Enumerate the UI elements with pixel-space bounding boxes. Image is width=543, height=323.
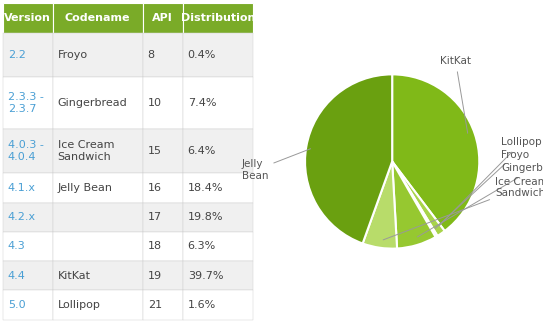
Bar — [143, 290, 183, 320]
Text: API: API — [153, 13, 173, 23]
Text: Jelly
Bean: Jelly Bean — [242, 149, 311, 181]
Wedge shape — [392, 162, 435, 248]
Text: 4.1.x: 4.1.x — [8, 183, 36, 193]
Text: KitKat: KitKat — [58, 271, 91, 281]
Bar — [183, 77, 252, 129]
Text: 4.0.3 -
4.0.4: 4.0.3 - 4.0.4 — [8, 140, 43, 162]
Bar — [143, 232, 183, 261]
Text: Distribution: Distribution — [181, 13, 255, 23]
Bar — [183, 203, 252, 232]
Bar — [53, 290, 143, 320]
Text: Lollipop: Lollipop — [58, 300, 100, 310]
Wedge shape — [392, 74, 479, 231]
Bar — [53, 203, 143, 232]
Bar — [53, 3, 143, 33]
Bar — [143, 3, 183, 33]
Text: 2.2: 2.2 — [8, 49, 26, 59]
Text: 21: 21 — [148, 300, 162, 310]
Wedge shape — [305, 74, 392, 244]
Text: 4.3: 4.3 — [8, 242, 26, 252]
Text: 19.8%: 19.8% — [188, 212, 223, 222]
Bar — [143, 261, 183, 290]
Text: 4.2.x: 4.2.x — [8, 212, 36, 222]
Bar — [53, 261, 143, 290]
Wedge shape — [392, 162, 438, 237]
Text: Jelly Bean: Jelly Bean — [58, 183, 113, 193]
Text: Froyo: Froyo — [58, 49, 88, 59]
Text: Ice Cream
Sandwich: Ice Cream Sandwich — [58, 140, 114, 162]
Text: 17: 17 — [148, 212, 162, 222]
Bar — [3, 261, 53, 290]
Text: 1.6%: 1.6% — [188, 300, 216, 310]
Bar — [53, 33, 143, 77]
Bar — [183, 129, 252, 173]
Bar — [3, 3, 53, 33]
Text: KitKat: KitKat — [440, 56, 471, 133]
Text: 10: 10 — [148, 98, 162, 108]
Text: 39.7%: 39.7% — [188, 271, 223, 281]
Wedge shape — [363, 162, 397, 249]
Bar — [3, 232, 53, 261]
Bar — [143, 173, 183, 203]
Text: 2.3.3 -
2.3.7: 2.3.3 - 2.3.7 — [8, 92, 43, 114]
Bar — [183, 173, 252, 203]
Bar — [143, 203, 183, 232]
Text: 4.4: 4.4 — [8, 271, 26, 281]
Bar — [3, 129, 53, 173]
Text: 18.4%: 18.4% — [188, 183, 223, 193]
Text: 5.0: 5.0 — [8, 300, 26, 310]
Text: 18: 18 — [148, 242, 162, 252]
Text: Gingerbread: Gingerbread — [58, 98, 128, 108]
Text: 16: 16 — [148, 183, 162, 193]
Text: 6.4%: 6.4% — [188, 146, 216, 156]
Text: 15: 15 — [148, 146, 162, 156]
Bar — [143, 33, 183, 77]
Text: Froyo: Froyo — [435, 150, 529, 229]
Bar — [183, 261, 252, 290]
Bar — [3, 77, 53, 129]
Text: 19: 19 — [148, 271, 162, 281]
Bar — [53, 173, 143, 203]
Bar — [3, 203, 53, 232]
Bar — [183, 232, 252, 261]
Text: Gingerbread: Gingerbread — [418, 163, 543, 237]
Bar — [3, 173, 53, 203]
Bar — [3, 290, 53, 320]
Bar — [3, 33, 53, 77]
Bar — [183, 3, 252, 33]
Bar — [53, 77, 143, 129]
Bar — [53, 129, 143, 173]
Text: Lollipop: Lollipop — [439, 137, 542, 226]
Bar — [143, 77, 183, 129]
Text: Ice Cream
Sandwich: Ice Cream Sandwich — [383, 177, 543, 240]
Text: 7.4%: 7.4% — [188, 98, 216, 108]
Bar — [53, 232, 143, 261]
Bar — [143, 129, 183, 173]
Wedge shape — [392, 162, 445, 236]
Text: Version: Version — [4, 13, 51, 23]
Text: Codename: Codename — [65, 13, 130, 23]
Text: 6.3%: 6.3% — [188, 242, 216, 252]
Text: 0.4%: 0.4% — [188, 49, 216, 59]
Bar — [183, 33, 252, 77]
Bar — [183, 290, 252, 320]
Text: 8: 8 — [148, 49, 155, 59]
